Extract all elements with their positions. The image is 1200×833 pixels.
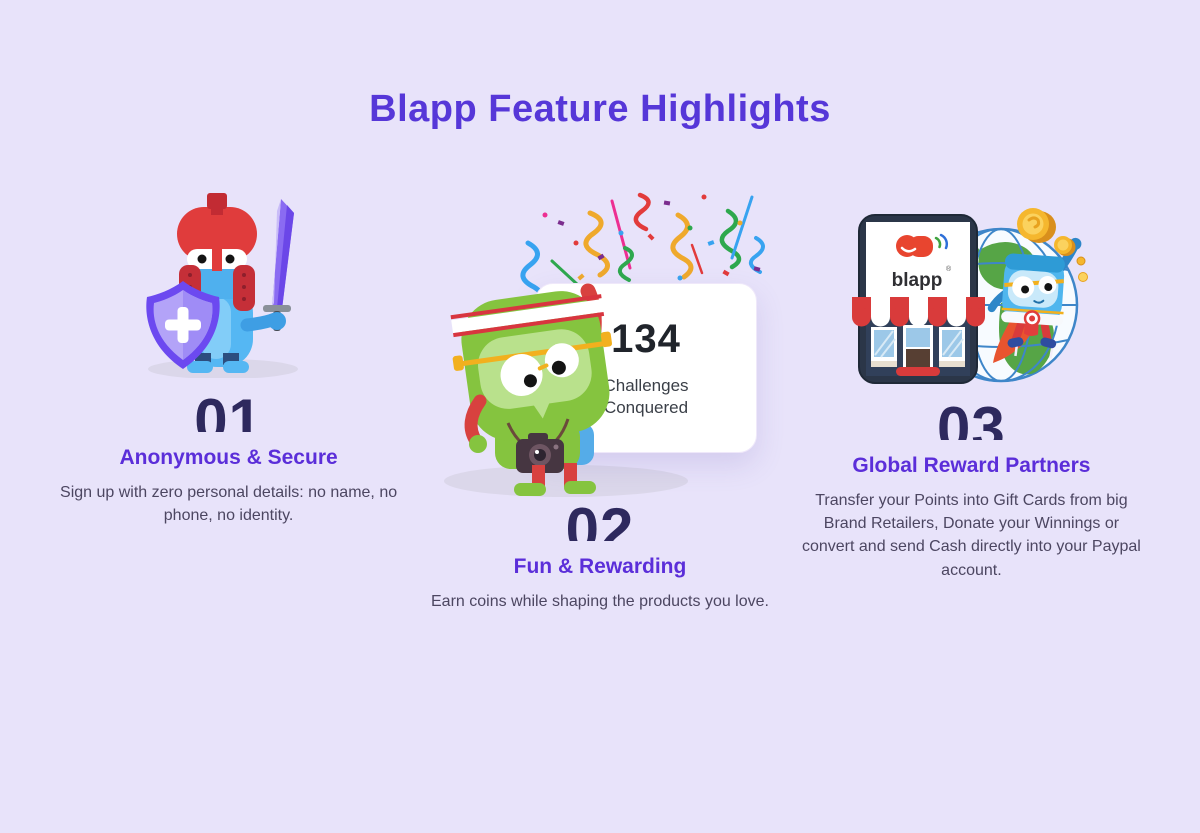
welcome-mat xyxy=(896,367,941,376)
feature-description: Sign up with zero personal details: no n… xyxy=(60,484,398,525)
blapp-logo: blapp ® xyxy=(892,233,952,291)
knight-mascot-icon xyxy=(145,193,298,378)
green-mascot-icon xyxy=(450,283,613,496)
feature-highlights-section: Blapp Feature Highlights xyxy=(0,88,1200,833)
sword-icon xyxy=(262,199,294,331)
feature-description: Earn coins while shaping the products yo… xyxy=(431,593,769,610)
feature-card-fun-rewarding: 134 Challenges Conquered xyxy=(407,183,793,613)
global-rewards-illustration: blapp ® xyxy=(851,191,1091,386)
confetti-bits xyxy=(542,194,761,281)
feature-heading: Fun & Rewarding xyxy=(513,555,687,578)
feature-number: 03 xyxy=(937,402,1006,440)
section-title: Blapp Feature Highlights xyxy=(369,88,831,130)
flying-mascot-icon xyxy=(988,237,1082,363)
feature-description: Transfer your Points into Gift Cards fro… xyxy=(801,492,1141,579)
shield-icon xyxy=(145,281,220,369)
headband xyxy=(451,299,604,334)
storefront-tablet-icon: blapp ® xyxy=(852,214,986,384)
camera-icon xyxy=(506,418,570,473)
awning-icon xyxy=(852,297,986,327)
feature-heading: Anonymous & Secure xyxy=(119,446,338,469)
stat-label: Challenges Conquered xyxy=(603,375,689,417)
feature-number: 02 xyxy=(565,503,635,541)
feature-card-anonymous-secure: 01 Anonymous & Secure Sign up with zero … xyxy=(50,183,407,527)
helmet-icon xyxy=(176,207,257,261)
feature-heading: Global Reward Partners xyxy=(852,454,1091,477)
feature-card-global-reward-partners: blapp ® xyxy=(793,183,1150,582)
storefront-globe-icon: blapp ® xyxy=(852,208,1089,384)
feature-number: 01 xyxy=(194,394,263,432)
blapp-logo-text: blapp xyxy=(892,270,943,291)
stat-value: 134 xyxy=(611,316,681,361)
gold-coins-icon xyxy=(1017,208,1089,282)
registered-mark: ® xyxy=(946,265,952,273)
knight-mascot-illustration xyxy=(131,193,341,378)
features-row: 01 Anonymous & Secure Sign up with zero … xyxy=(0,183,1200,613)
celebration-illustration: 134 Challenges Conquered xyxy=(440,183,780,501)
